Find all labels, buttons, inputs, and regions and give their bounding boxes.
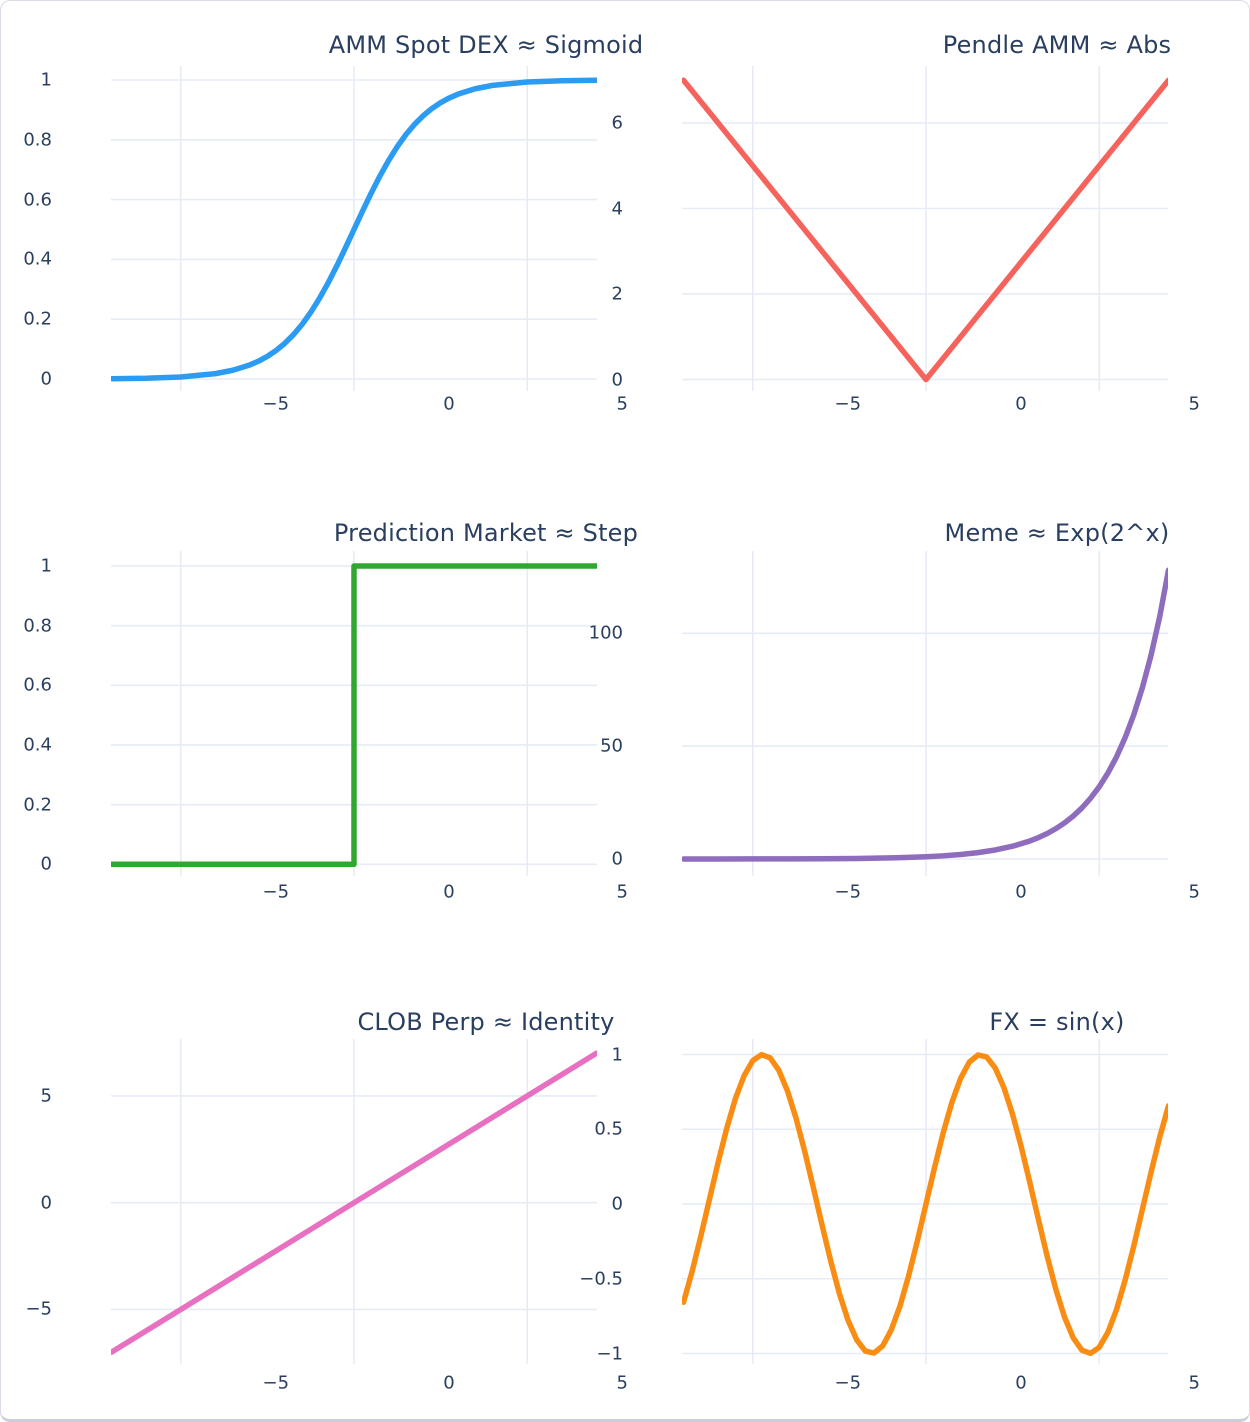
y-tick-label: −0.5 xyxy=(579,1268,623,1290)
chart-canvas-prediction-market-step[interactable] xyxy=(111,551,597,876)
y-tick-label: 0 xyxy=(40,853,52,875)
x-tick-label: 0 xyxy=(443,1372,455,1394)
chart-title-prediction-market-step: Prediction Market ≈ Step xyxy=(333,519,639,547)
chart-canvas-meme-exp[interactable] xyxy=(682,551,1168,876)
x-tick-label: 0 xyxy=(1015,1372,1027,1394)
y-tick-label: 5 xyxy=(40,1085,52,1107)
x-tick-label: 5 xyxy=(1188,1372,1200,1394)
y-tick-label: 50 xyxy=(600,735,623,757)
chart-title-pendle-amm-abs: Pendle AMM ≈ Abs xyxy=(942,31,1172,59)
y-tick-label: −5 xyxy=(25,1298,52,1320)
y-tick-label: 1 xyxy=(611,1044,623,1065)
x-tick-label: 0 xyxy=(443,881,455,903)
x-tick-label: 0 xyxy=(443,393,455,415)
y-tick-label: 0.2 xyxy=(23,308,52,330)
series-line-clob-perp-identity xyxy=(111,1050,597,1355)
x-tick-label: 5 xyxy=(1188,881,1200,903)
y-tick-label: −1 xyxy=(596,1343,623,1364)
series-line-amm-spot-dex-sigmoid xyxy=(111,77,597,382)
chart-title-fx-sin: FX = sin(x) xyxy=(989,1008,1125,1036)
y-tick-label: 0.6 xyxy=(23,674,52,696)
chart-title-clob-perp-identity: CLOB Perp ≈ Identity xyxy=(357,1008,615,1036)
y-tick-label: 0.8 xyxy=(23,615,52,637)
y-tick-label: 1 xyxy=(40,555,52,577)
y-tick-label: 0.5 xyxy=(594,1118,623,1140)
y-tick-label: 1 xyxy=(40,69,52,91)
y-tick-label: 0.4 xyxy=(23,248,52,270)
x-tick-label: −5 xyxy=(262,393,290,415)
x-tick-label: 5 xyxy=(616,393,628,415)
y-tick-label: 0.8 xyxy=(23,129,52,151)
y-tick-label: 0 xyxy=(611,848,623,870)
series-line-pendle-amm-abs xyxy=(682,77,1168,383)
x-tick-label: 5 xyxy=(1188,393,1200,415)
chart-canvas-clob-perp-identity[interactable] xyxy=(111,1039,597,1364)
y-tick-label: 4 xyxy=(611,198,623,219)
y-tick-label: 100 xyxy=(588,622,623,644)
y-tick-label: 0 xyxy=(611,369,623,390)
x-tick-label: 5 xyxy=(616,1372,628,1394)
chart-title-meme-exp: Meme ≈ Exp(2^x) xyxy=(944,519,1170,547)
y-tick-label: 0.4 xyxy=(23,734,52,756)
x-tick-label: −5 xyxy=(262,881,290,903)
chart-canvas-amm-spot-dex-sigmoid[interactable] xyxy=(111,66,597,391)
x-tick-label: −5 xyxy=(834,881,862,903)
x-tick-label: −5 xyxy=(834,1372,862,1394)
chart-canvas-fx-sin[interactable] xyxy=(682,1039,1168,1364)
y-tick-label: 2 xyxy=(611,283,623,305)
y-tick-label: 0 xyxy=(611,1193,623,1215)
series-line-meme-exp xyxy=(682,567,1168,862)
y-tick-label: 0 xyxy=(40,368,52,390)
x-tick-label: 5 xyxy=(616,881,628,903)
chart-canvas-pendle-amm-abs[interactable] xyxy=(682,66,1168,391)
y-tick-label: 0.2 xyxy=(23,794,52,816)
x-tick-label: 0 xyxy=(1015,393,1027,415)
y-tick-label: 0.6 xyxy=(23,189,52,211)
y-tick-label: 6 xyxy=(611,112,623,134)
x-tick-label: −5 xyxy=(262,1372,290,1394)
x-tick-label: −5 xyxy=(834,393,862,415)
series-line-prediction-market-step xyxy=(111,563,597,868)
chart-title-amm-spot-dex-sigmoid: AMM Spot DEX ≈ Sigmoid xyxy=(328,31,644,59)
x-tick-label: 0 xyxy=(1015,881,1027,903)
y-tick-label: 0 xyxy=(40,1192,52,1214)
series-line-fx-sin xyxy=(682,1051,1168,1357)
